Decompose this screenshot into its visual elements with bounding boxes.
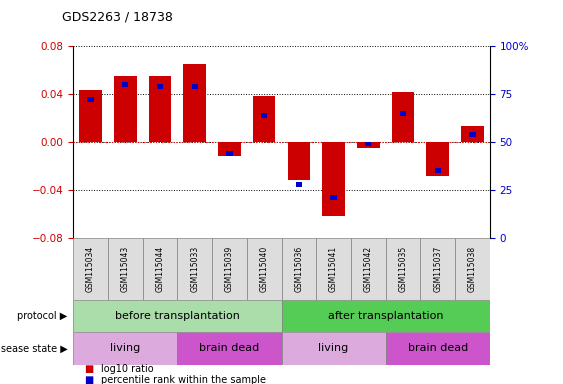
Text: living: living	[110, 343, 140, 354]
Bar	[435, 169, 441, 173]
Bar	[282, 332, 386, 365]
Text: living: living	[319, 343, 348, 354]
Bar	[282, 238, 316, 300]
Bar	[470, 132, 476, 137]
Bar	[142, 238, 177, 300]
Bar	[426, 142, 449, 176]
Bar	[226, 151, 233, 156]
Bar	[149, 76, 171, 142]
Text: after transplantation: after transplantation	[328, 311, 444, 321]
Bar	[316, 238, 351, 300]
Bar	[114, 76, 137, 142]
Bar	[212, 238, 247, 300]
Bar	[288, 142, 310, 180]
Bar	[73, 238, 108, 300]
Text: GSM115034: GSM115034	[86, 246, 95, 292]
Text: GSM115037: GSM115037	[434, 246, 442, 292]
Bar	[330, 195, 337, 200]
Bar	[218, 142, 241, 157]
Bar	[184, 64, 206, 142]
Text: GSM115044: GSM115044	[155, 246, 164, 292]
Bar	[73, 332, 177, 365]
Bar	[282, 300, 490, 332]
Text: GSM115042: GSM115042	[364, 246, 373, 292]
Text: percentile rank within the sample: percentile rank within the sample	[101, 375, 266, 384]
Text: GSM115035: GSM115035	[399, 246, 408, 292]
Text: GSM115043: GSM115043	[121, 246, 129, 292]
Bar	[455, 238, 490, 300]
Text: before transplantation: before transplantation	[115, 311, 240, 321]
Text: GSM115033: GSM115033	[190, 246, 199, 292]
Text: GDS2263 / 18738: GDS2263 / 18738	[62, 10, 173, 23]
Text: GSM115039: GSM115039	[225, 246, 234, 292]
Text: disease state ▶: disease state ▶	[0, 343, 68, 354]
Bar	[351, 238, 386, 300]
Bar	[322, 142, 345, 217]
Bar	[191, 84, 198, 89]
Text: GSM115036: GSM115036	[294, 246, 303, 292]
Bar	[253, 96, 275, 142]
Bar	[357, 142, 379, 148]
Text: protocol ▶: protocol ▶	[17, 311, 68, 321]
Bar	[261, 113, 267, 118]
Bar	[392, 92, 414, 142]
Bar	[177, 238, 212, 300]
Text: ■: ■	[84, 375, 93, 384]
Bar	[421, 238, 455, 300]
Text: log10 ratio: log10 ratio	[101, 364, 154, 374]
Text: ■: ■	[84, 364, 93, 374]
Bar	[79, 91, 102, 142]
Bar	[461, 126, 484, 142]
Text: GSM115038: GSM115038	[468, 246, 477, 292]
Bar	[386, 332, 490, 365]
Text: brain dead: brain dead	[408, 343, 468, 354]
Bar	[73, 300, 282, 332]
Text: GSM115041: GSM115041	[329, 246, 338, 292]
Bar	[87, 98, 93, 102]
Bar	[122, 82, 128, 87]
Text: GSM115040: GSM115040	[260, 246, 269, 292]
Bar	[386, 238, 421, 300]
Bar	[365, 142, 372, 146]
Bar	[108, 238, 142, 300]
Bar	[157, 84, 163, 89]
Bar	[400, 111, 406, 116]
Bar	[247, 238, 282, 300]
Text: brain dead: brain dead	[199, 343, 260, 354]
Bar	[296, 182, 302, 187]
Bar	[177, 332, 282, 365]
